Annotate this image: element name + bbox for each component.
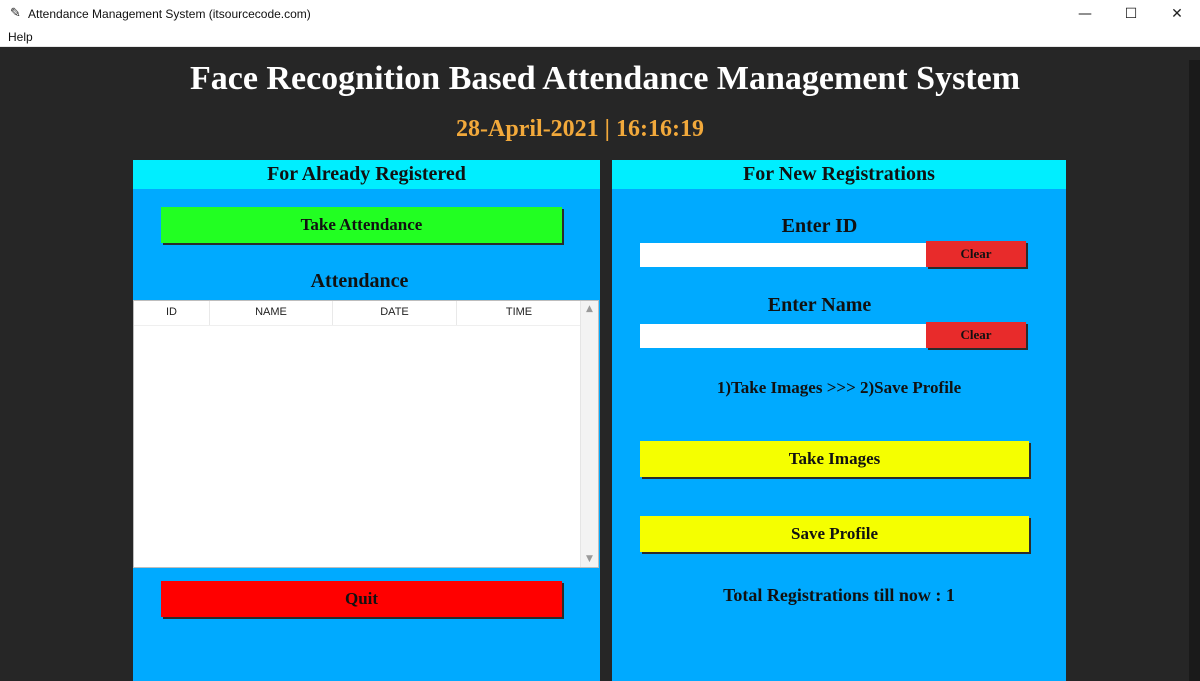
clear-name-button[interactable]: Clear — [926, 322, 1026, 348]
window-title: Attendance Management System (itsourceco… — [28, 7, 311, 21]
take-images-button[interactable]: Take Images — [640, 441, 1029, 477]
quit-button[interactable]: Quit — [161, 581, 562, 617]
table-header: ID NAME DATE TIME — [134, 301, 581, 326]
new-registration-panel: For New Registrations Enter ID Clear Ent… — [612, 160, 1066, 681]
take-attendance-button[interactable]: Take Attendance — [161, 207, 562, 243]
maximize-button[interactable]: ☐ — [1124, 6, 1138, 22]
minimize-button[interactable]: — — [1078, 6, 1092, 22]
attendance-label: Attendance — [310, 270, 409, 292]
column-header-id[interactable]: ID — [134, 301, 210, 325]
name-input[interactable] — [640, 324, 926, 348]
scroll-up-icon[interactable]: ▲ — [586, 304, 593, 314]
steps-instruction: 1)Take Images >>> 2)Save Profile — [716, 378, 962, 397]
enter-name-label: Enter Name — [767, 294, 872, 316]
datetime-display: 28-April-2021 | 16:16:19 — [456, 116, 704, 142]
menu-bar: Help — [0, 28, 1200, 47]
id-input[interactable] — [640, 243, 926, 267]
clear-id-button[interactable]: Clear — [926, 241, 1026, 267]
scroll-down-icon[interactable]: ▼ — [586, 554, 593, 564]
close-button[interactable]: ✕ — [1171, 6, 1183, 22]
save-profile-button[interactable]: Save Profile — [640, 516, 1029, 552]
menu-item-help[interactable]: Help — [8, 30, 33, 44]
table-scrollbar[interactable]: ▲ ▼ — [580, 301, 598, 567]
column-header-date[interactable]: DATE — [333, 301, 457, 325]
enter-id-label: Enter ID — [781, 215, 858, 237]
registered-panel-header: For Already Registered — [133, 160, 600, 189]
title-bar: ✎ Attendance Management System (itsource… — [0, 0, 1200, 28]
registered-panel: For Already Registered Take Attendance A… — [133, 160, 600, 681]
attendance-table[interactable]: ID NAME DATE TIME ▲ ▼ — [133, 300, 599, 568]
app-title: Face Recognition Based Attendance Manage… — [189, 60, 1021, 97]
total-registrations-text: Total Registrations till now : 1 — [723, 585, 955, 605]
column-header-time[interactable]: TIME — [505, 306, 533, 318]
feather-icon: ✎ — [10, 6, 21, 21]
window-edge — [1189, 60, 1200, 681]
column-header-name[interactable]: NAME — [210, 301, 333, 325]
new-registration-panel-header: For New Registrations — [612, 160, 1066, 189]
